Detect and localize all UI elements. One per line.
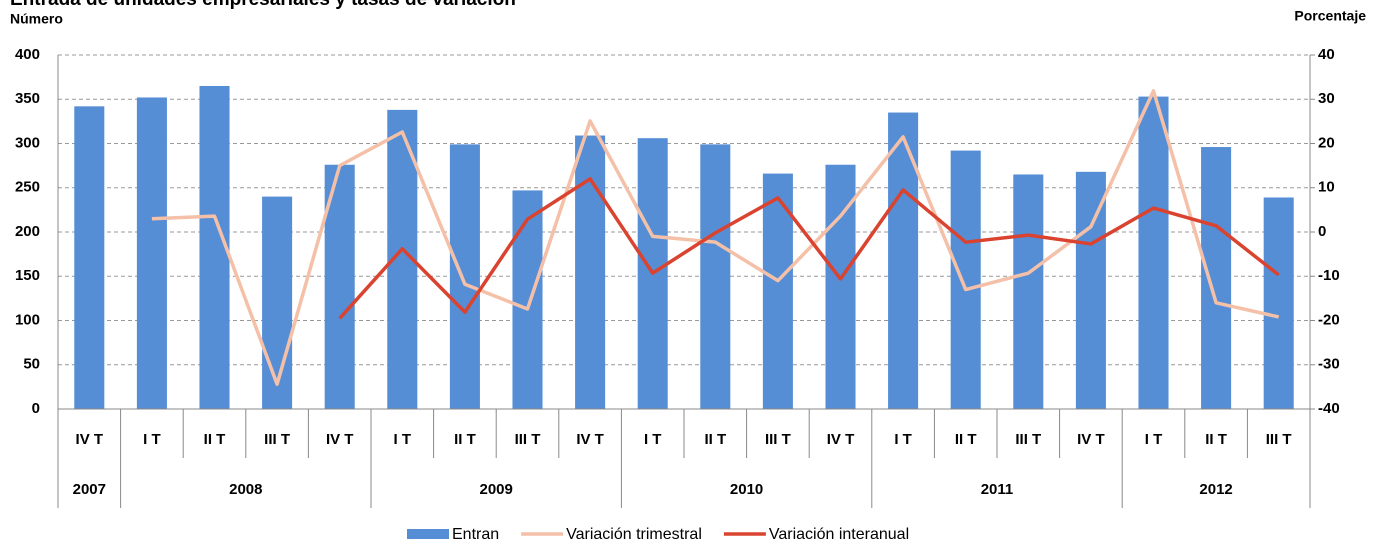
x-tick-label: I T [1145, 431, 1163, 448]
bar [575, 135, 606, 409]
y-tick-label: 400 [15, 46, 40, 63]
x-tick-label: III T [515, 431, 541, 448]
chart-title: Entrada de unidades empresariales y tasa… [10, 0, 516, 10]
x-tick-label: II T [1205, 431, 1227, 448]
bar [1263, 197, 1294, 409]
y2-axis-label: Porcentaje [1294, 8, 1366, 24]
bar [700, 144, 731, 409]
y-tick-label: 300 [15, 134, 40, 151]
y2-tick-label: 40 [1318, 46, 1335, 63]
y-tick-label: 150 [15, 267, 40, 284]
y2-tick-label: -40 [1318, 400, 1340, 417]
y2-tick-label: -20 [1318, 311, 1340, 328]
bar [136, 97, 167, 409]
y2-tick-label: 10 [1318, 179, 1335, 196]
x-tick-label: I T [394, 431, 412, 448]
year-label: 2009 [480, 481, 513, 498]
x-tick-label: III T [765, 431, 791, 448]
x-tick-label: III T [264, 431, 290, 448]
legend-label: Variación trimestral [566, 526, 702, 543]
y2-tick-label: -10 [1318, 267, 1340, 284]
bar [512, 190, 543, 409]
x-tick-label: I T [894, 431, 912, 448]
bar [1013, 174, 1044, 409]
x-tick-label: IV T [76, 431, 104, 448]
y-tick-label: 200 [15, 223, 40, 240]
x-tick-label: II T [704, 431, 726, 448]
y2-tick-label: 20 [1318, 134, 1335, 151]
legend-swatch [407, 529, 449, 539]
x-tick-label: III T [1015, 431, 1041, 448]
x-tick-label: II T [204, 431, 226, 448]
x-tick-label: I T [143, 431, 161, 448]
bar [1075, 171, 1106, 409]
bar [1201, 147, 1232, 410]
legend-label: Entran [452, 526, 499, 543]
y-tick-label: 350 [15, 90, 40, 107]
y2-tick-label: -30 [1318, 356, 1340, 373]
y-tick-label: 100 [15, 311, 40, 328]
bar [262, 196, 293, 409]
bar [1138, 96, 1169, 409]
year-label: 2012 [1199, 481, 1232, 498]
bar [74, 106, 105, 409]
x-tick-label: I T [644, 431, 662, 448]
bar [449, 144, 480, 409]
x-tick-label: IV T [1077, 431, 1105, 448]
bar [950, 150, 981, 409]
x-tick-label: IV T [326, 431, 354, 448]
x-tick-label: III T [1266, 431, 1292, 448]
legend-label: Variación interanual [769, 526, 909, 543]
y2-tick-label: 0 [1318, 223, 1326, 240]
year-label: 2008 [229, 481, 262, 498]
x-tick-label: II T [454, 431, 476, 448]
year-label: 2010 [730, 481, 763, 498]
y-tick-label: 250 [15, 179, 40, 196]
line-series [151, 89, 1280, 386]
y-axis-label: Número [10, 11, 63, 27]
y2-tick-label: 30 [1318, 90, 1335, 107]
y-tick-label: 50 [23, 356, 40, 373]
bar [888, 112, 919, 410]
year-label: 2007 [73, 481, 106, 498]
line-series [338, 177, 1280, 320]
x-tick-label: IV T [576, 431, 604, 448]
x-tick-label: II T [955, 431, 977, 448]
year-label: 2011 [981, 481, 1014, 498]
y-tick-label: 0 [32, 400, 40, 417]
x-tick-label: IV T [827, 431, 855, 448]
